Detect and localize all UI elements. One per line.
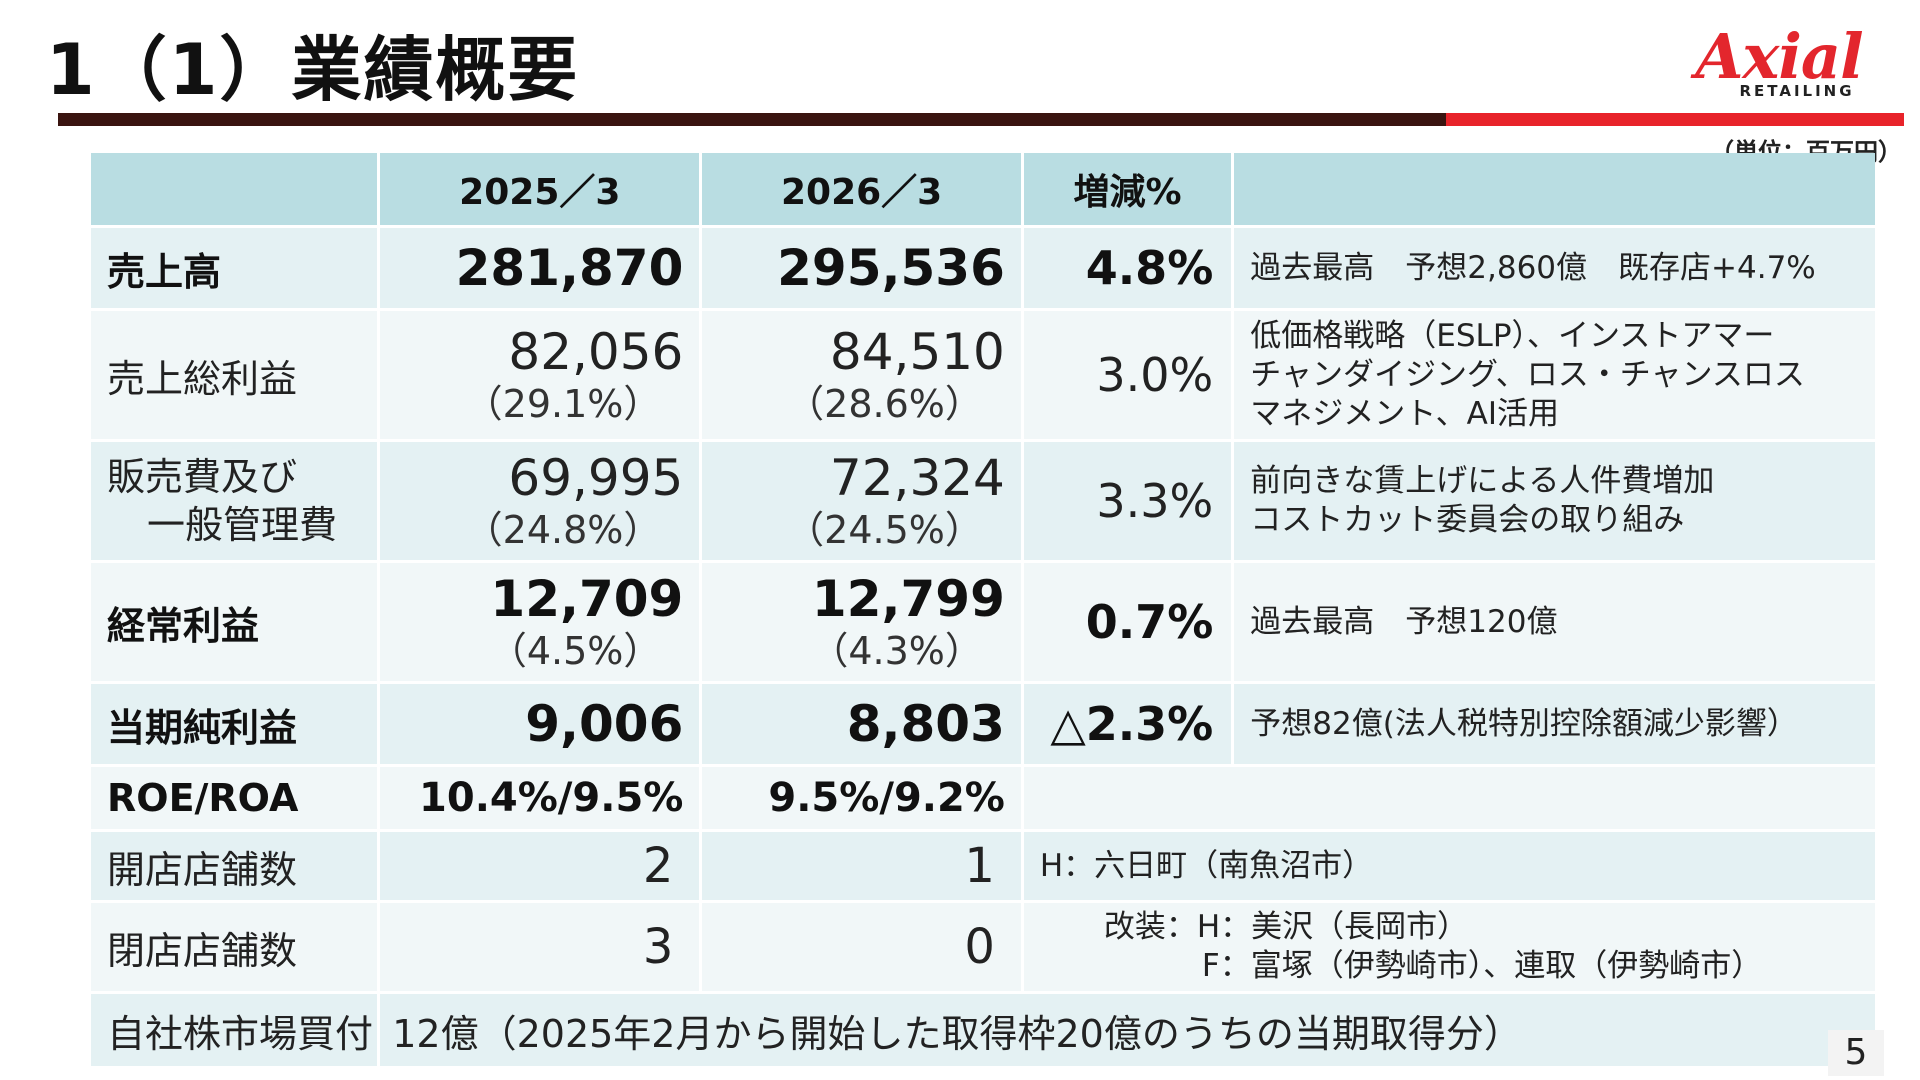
table-row-sga: 販売費及び 一般管理費 69,995 （24.8%） 72,324 （24.5%） …	[91, 442, 1875, 560]
table-row-gross-profit: 売上総利益 82,056 （29.1%） 84,510 （28.6%） 3.0% 低…	[91, 311, 1875, 439]
prev-ratio: （24.8%）	[464, 508, 662, 552]
row-label: 当期純利益	[91, 684, 378, 764]
note-line: チャンダイジング、ロス・チャンスロス	[1250, 356, 1805, 393]
curr-value: 12,799	[811, 570, 1005, 628]
note-line: マネジメント、AI活用	[1250, 395, 1560, 432]
prev-value-cell: 69,995 （24.8%）	[380, 442, 700, 560]
change-value: 3.3%	[1023, 442, 1232, 560]
title-underline-dark	[58, 113, 1446, 126]
prev-ratio: （4.5%）	[488, 629, 662, 673]
table-row-roe-roa: ROE/ROA 10.4%/9.5% 9.5%/9.2%	[91, 767, 1875, 829]
row-note: 改装：H：美沢（長岡市） F：富塚（伊勢崎市）、連取（伊勢崎市）	[1023, 903, 1875, 991]
table-row-ordinary-profit: 経常利益 12,709 （4.5%） 12,799 （4.3%） 0.7% 過去最高…	[91, 563, 1875, 681]
prev-value: 281,870	[380, 228, 700, 308]
curr-value-cell: 72,324 （24.5%）	[702, 442, 1021, 560]
header-cell-curr-year: 2026／3	[702, 153, 1021, 225]
results-table: 2025／3 2026／3 増減% 売上高 281,870 295,536 4.…	[88, 150, 1878, 1069]
change-value: 4.8%	[1023, 228, 1232, 308]
curr-value: 1	[702, 832, 1021, 900]
row-label-line2: 一般管理費	[147, 503, 338, 547]
curr-value-cell: 84,510 （28.6%）	[702, 311, 1021, 439]
row-note: 過去最高 予想120億	[1234, 563, 1875, 681]
header-cell-change: 増減%	[1023, 153, 1232, 225]
prev-value-cell: 12,709 （4.5%）	[380, 563, 700, 681]
note-line: 予想82億(法人税特別控除額減少影響）	[1250, 705, 1798, 742]
table-row-store-closings: 閉店店舗数 3 0 改装：H：美沢（長岡市） F：富塚（伊勢崎市）、連取（伊勢崎…	[91, 903, 1875, 991]
row-label: 開店店舗数	[91, 832, 378, 900]
table-row-buyback: 自社株市場買付 12億（2025年2月から開始した取得枠20億のうちの当期取得分…	[91, 994, 1875, 1066]
header-cell-prev-year: 2025／3	[380, 153, 700, 225]
row-label: 経常利益	[91, 563, 378, 681]
prev-value: 3	[380, 903, 700, 991]
prev-value: 82,056	[508, 323, 684, 381]
row-label: 自社株市場買付	[91, 994, 378, 1066]
note-line: 改装：H：美沢（長岡市）	[1103, 909, 1469, 945]
row-label-line1: 販売費及び	[107, 455, 298, 499]
row-label: 販売費及び 一般管理費	[91, 442, 378, 560]
title-underline-red	[1446, 113, 1904, 126]
table-row-net-income: 当期純利益 9,006 8,803 △2.3% 予想82億(法人税特別控除額減少…	[91, 684, 1875, 764]
header-cell-note	[1234, 153, 1875, 225]
note-line: 過去最高 予想120億	[1250, 603, 1558, 640]
row-note: H：六日町（南魚沼市）	[1023, 832, 1875, 900]
axial-retailing-logo: Axial RETAILING	[1668, 22, 1890, 108]
row-note: 前向きな賃上げによる人件費増加 コストカット委員会の取り組み	[1234, 442, 1875, 560]
note-line: F：富塚（伊勢崎市）、連取（伊勢崎市）	[1201, 948, 1763, 984]
change-value: 0.7%	[1023, 563, 1232, 681]
prev-value-cell: 82,056 （29.1%）	[380, 311, 700, 439]
buyback-text: 12億（2025年2月から開始した取得枠20億のうちの当期取得分）	[380, 994, 1875, 1066]
row-note: 過去最高 予想2,860億 既存店+4.7%	[1234, 228, 1875, 308]
prev-value: 2	[380, 832, 700, 900]
table-header-row: 2025／3 2026／3 増減%	[91, 153, 1875, 225]
curr-value: 84,510	[829, 323, 1005, 381]
empty-cell	[1023, 767, 1875, 829]
header-cell-empty	[91, 153, 378, 225]
curr-value: 72,324	[829, 449, 1005, 507]
page-title: 1（1）業績概要	[46, 29, 580, 111]
curr-value-cell: 12,799 （4.3%）	[702, 563, 1021, 681]
note-line: 低価格戦略（ESLP）、インストアマー	[1250, 317, 1775, 354]
curr-value: 0	[702, 903, 1021, 991]
curr-ratio: （4.3%）	[810, 629, 983, 673]
change-value: △2.3%	[1023, 684, 1232, 764]
curr-ratio: （24.5%）	[786, 508, 983, 552]
logo-wordmark: Axial	[1695, 20, 1863, 93]
table-row-sales: 売上高 281,870 295,536 4.8% 過去最高 予想2,860億 既…	[91, 228, 1875, 308]
curr-ratio: （28.6%）	[786, 382, 983, 426]
prev-value: 10.4%/9.5%	[380, 767, 700, 829]
note-line: 前向きな賃上げによる人件費増加	[1250, 463, 1715, 499]
row-label: 売上高	[91, 228, 378, 308]
row-note: 低価格戦略（ESLP）、インストアマー チャンダイジング、ロス・チャンスロス マ…	[1234, 311, 1875, 439]
prev-value: 69,995	[508, 449, 684, 507]
row-label: 閉店店舗数	[91, 903, 378, 991]
table-row-store-openings: 開店店舗数 2 1 H：六日町（南魚沼市）	[91, 832, 1875, 900]
row-note: 予想82億(法人税特別控除額減少影響）	[1234, 684, 1875, 764]
curr-value: 8,803	[702, 684, 1021, 764]
prev-ratio: （29.1%）	[464, 382, 662, 426]
note-line: 過去最高 予想2,860億 既存店+4.7%	[1250, 249, 1816, 286]
row-label: ROE/ROA	[91, 767, 378, 829]
prev-value: 9,006	[380, 684, 700, 764]
page-number: 5	[1828, 1030, 1884, 1076]
row-label: 売上総利益	[91, 311, 378, 439]
prev-value: 12,709	[490, 570, 684, 628]
note-line: コストカット委員会の取り組み	[1250, 502, 1685, 538]
change-value: 3.0%	[1023, 311, 1232, 439]
logo-subtitle: RETAILING	[1739, 82, 1855, 100]
curr-value: 295,536	[702, 228, 1021, 308]
curr-value: 9.5%/9.2%	[702, 767, 1021, 829]
